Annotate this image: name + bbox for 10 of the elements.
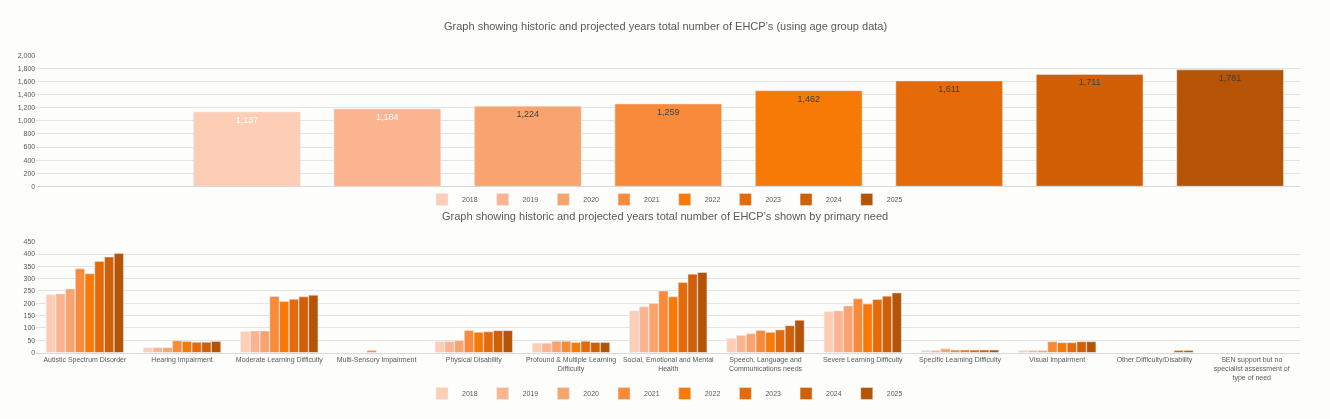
chart-title: Graph showing historic and projected years total number of EHCP’s shown by primary need	[442, 210, 889, 222]
data-label: 1,781	[1218, 72, 1242, 83]
data-label: 1,711	[1078, 77, 1101, 88]
chart-title: Graph showing historic and projected years total number of EHCP’s (using age group data)	[444, 20, 888, 32]
data-label: 1,184	[376, 111, 399, 122]
data-label: 1,137	[235, 114, 259, 125]
data-label: 1,462	[797, 93, 820, 104]
data-label: 1,611	[938, 83, 961, 94]
data-label: 1,259	[657, 106, 680, 117]
data-label: 1,224	[516, 109, 540, 120]
